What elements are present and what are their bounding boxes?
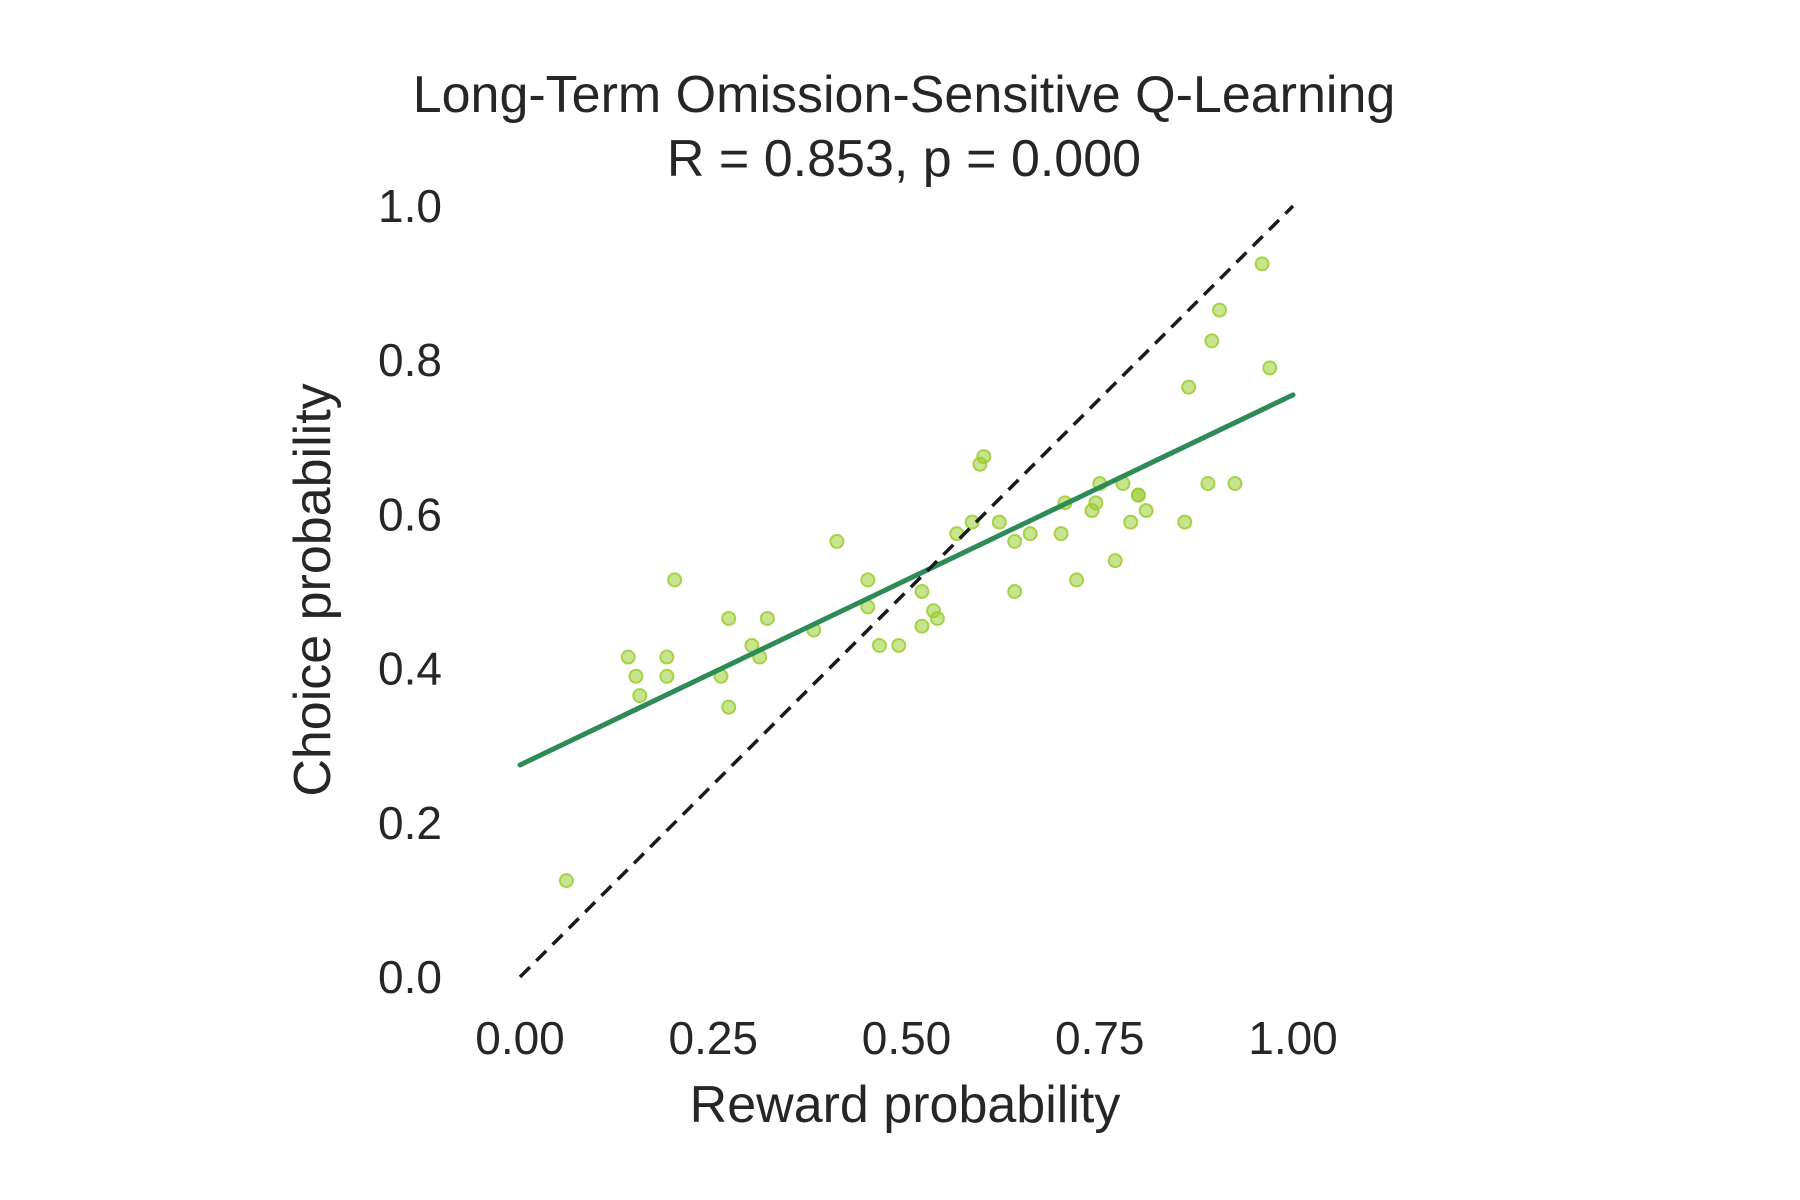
chart-subtitle: R = 0.853, p = 0.000 (667, 130, 1141, 188)
y-tick-label: 0.6 (378, 488, 442, 540)
x-tick-label: 0.25 (668, 1012, 758, 1064)
scatter-point (991, 514, 1007, 530)
regression-line (517, 392, 1296, 768)
scatter-point (1227, 476, 1243, 492)
y-tick-label: 1.0 (378, 180, 442, 232)
x-axis: 0.00 0.25 0.50 0.75 1.00 (475, 1012, 1338, 1064)
plot-area (517, 204, 1296, 979)
scatter-point (1204, 333, 1220, 349)
scatter-point (659, 668, 675, 684)
scatter-point (871, 637, 887, 653)
scatter-point (620, 649, 636, 665)
scatter-point (1069, 572, 1085, 588)
scatter-point (1088, 495, 1104, 511)
scatter-point (1177, 514, 1193, 530)
scatter-point (891, 637, 907, 653)
scatter-point (914, 618, 930, 634)
scatter-point (667, 572, 683, 588)
scatter-point (1007, 533, 1023, 549)
y-tick-label: 0.8 (378, 334, 442, 386)
chart-title: Long-Term Omission-Sensitive Q-Learning (413, 66, 1396, 124)
scatter-point (1138, 503, 1154, 519)
scatter-point (1053, 526, 1069, 542)
x-tick-label: 0.75 (1055, 1012, 1145, 1064)
scatter-point (1007, 584, 1023, 599)
scatter-point (1107, 553, 1123, 569)
y-tick-label: 0.0 (378, 951, 442, 1003)
scatter-point (914, 584, 930, 599)
scatter-point (628, 668, 644, 684)
scatter-point (632, 688, 648, 704)
scatter-point (558, 873, 574, 889)
y-tick-label: 0.4 (378, 643, 442, 695)
scatter-point (659, 649, 675, 665)
scatter-point (929, 610, 945, 626)
scatter-point (721, 610, 737, 626)
scatter-point (829, 533, 845, 549)
scatter-point (976, 449, 992, 465)
scatter-point (1212, 302, 1228, 318)
scatter-point (1254, 256, 1270, 272)
scatter-point (1022, 526, 1038, 542)
scatter-point (721, 699, 737, 715)
x-tick-label: 0.50 (862, 1012, 952, 1064)
scatter-point (1200, 476, 1216, 492)
scatter-point (759, 610, 775, 626)
scatter-point (1262, 360, 1278, 376)
scatter-point (1130, 487, 1146, 503)
scatter-point (1181, 379, 1197, 395)
x-tick-label: 1.00 (1248, 1012, 1338, 1064)
x-tick-label: 0.00 (475, 1012, 565, 1064)
identity-line (518, 204, 1295, 979)
y-axis: 0.0 0.2 0.4 0.6 0.8 1.0 (378, 180, 442, 1003)
scatter-point (1123, 514, 1139, 530)
scatter-point (860, 572, 876, 588)
x-axis-label: Reward probability (690, 1076, 1121, 1134)
scatter-point (964, 514, 980, 530)
y-axis-label: Choice probability (284, 383, 342, 796)
y-tick-label: 0.2 (378, 797, 442, 849)
